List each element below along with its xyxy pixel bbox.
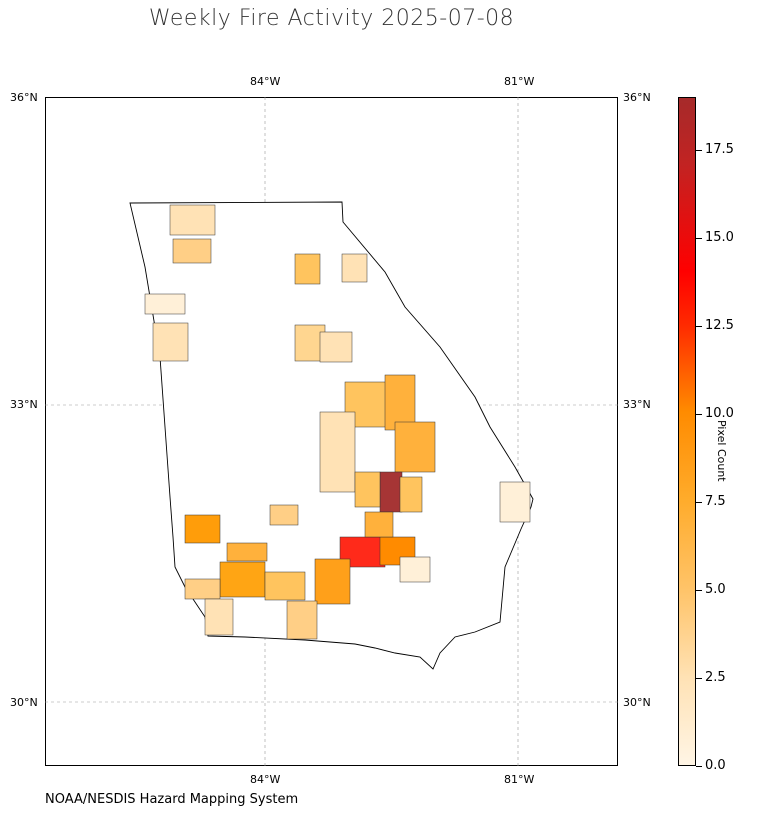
lat-tick-left-36n: 36°N (10, 91, 38, 104)
colorbar-tick-label: 15.0 (705, 229, 734, 245)
lat-tick-left-30n: 30°N (10, 696, 38, 709)
colorbar-title: Pixel Count (715, 420, 728, 482)
colorbar-tick-mark (696, 501, 702, 503)
lat-tick-left-33n: 33°N (10, 398, 38, 411)
colorbar-tick-label: 5.0 (705, 581, 726, 597)
county-south-10 (286, 600, 318, 640)
lon-tick-top-81w: 81°W (504, 75, 535, 88)
source-credit: NOAA/NESDIS Hazard Mapping System (45, 792, 299, 807)
county-south-4 (364, 511, 394, 538)
county-east-3 (319, 411, 356, 493)
colorbar-tick-mark (696, 589, 702, 591)
colorbar-tick-mark (696, 237, 702, 239)
county-north-1 (169, 204, 216, 236)
colorbar-tick-label: 7.5 (705, 493, 726, 509)
county-south-7 (264, 571, 306, 601)
lon-tick-bottom-81w: 81°W (504, 773, 535, 786)
colorbar-tick-mark (696, 149, 702, 151)
county-southwest-1 (184, 514, 221, 544)
county-east-4 (394, 421, 436, 473)
county-south-2 (226, 542, 268, 562)
county-coast-1 (499, 481, 531, 523)
county-west-1 (144, 293, 186, 315)
county-south-6 (219, 561, 266, 598)
colorbar-tick-label: 10.0 (705, 405, 734, 421)
county-south-9 (204, 598, 234, 636)
lon-tick-top-84w: 84°W (250, 75, 281, 88)
colorbar-tick-mark (696, 413, 702, 415)
colorbar (678, 97, 696, 766)
county-west-2 (152, 322, 189, 362)
colorbar-tick-label: 0.0 (705, 758, 726, 773)
map-title: Weekly Fire Activity 2025-07-08 (148, 6, 515, 31)
lat-tick-right-33n: 33°N (623, 398, 651, 411)
colorbar-tick-label: 12.5 (705, 317, 734, 333)
county-south-5 (314, 558, 351, 605)
colorbar-tick-label: 17.5 (705, 141, 734, 157)
georgia-county-map (45, 97, 618, 766)
county-east-2 (384, 374, 416, 431)
lon-tick-bottom-84w: 84°W (250, 773, 281, 786)
county-south-1 (269, 504, 299, 526)
county-east-5 (354, 471, 381, 508)
colorbar-tick-mark (696, 325, 702, 327)
county-south-11 (399, 556, 431, 583)
county-east-6 (399, 476, 423, 513)
colorbar-tick-mark (696, 766, 702, 767)
county-central-2 (319, 331, 353, 363)
colorbar-tick-mark (696, 677, 702, 679)
county-north-3 (294, 253, 321, 285)
lat-tick-right-30n: 30°N (623, 696, 651, 709)
county-south-8 (184, 578, 221, 600)
county-north-4 (341, 253, 368, 283)
county-north-2 (172, 238, 212, 264)
colorbar-tick-label: 2.5 (705, 669, 726, 685)
county-max (379, 471, 403, 513)
lat-tick-right-36n: 36°N (623, 91, 651, 104)
